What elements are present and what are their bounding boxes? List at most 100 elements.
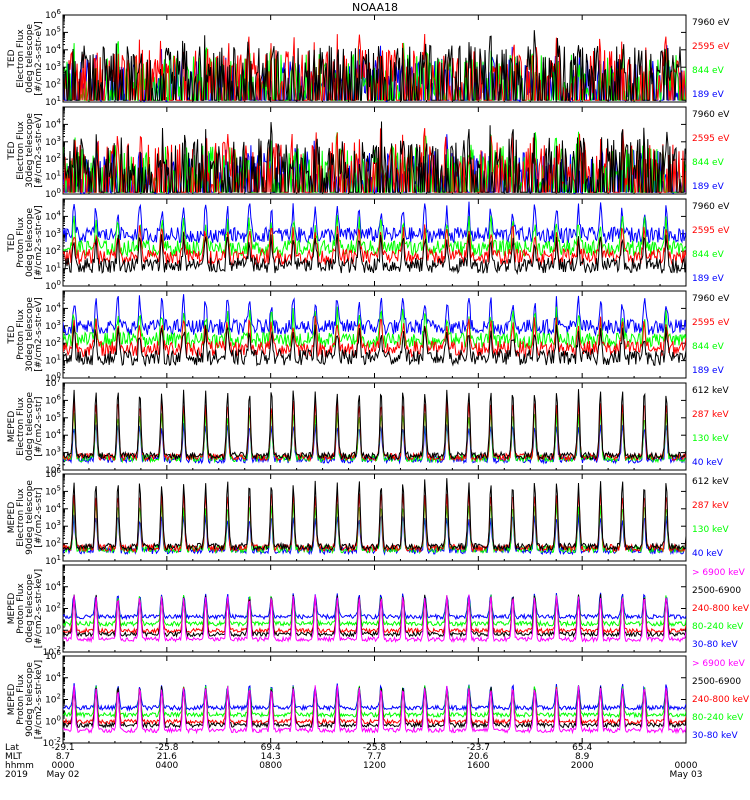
legend-entry: 130 keV <box>692 434 729 444</box>
y-tick-label: 104 <box>45 117 61 130</box>
series-line <box>63 389 686 461</box>
y-axis-label: [#/cm2-s-str-eV] <box>34 205 44 280</box>
legend-entry: 844 eV <box>692 66 725 76</box>
y-axis-label: [#/cm2-s-str] <box>34 396 44 456</box>
y-tick-label: 100 <box>45 623 61 636</box>
y-tick-label: 101 <box>45 262 61 275</box>
y-axis-label: [#/cm2-s-str] <box>34 487 44 547</box>
y-tick-label: 101 <box>45 170 61 183</box>
x-axis-row-value: 7.7 <box>367 752 381 762</box>
y-tick-label: 103 <box>45 60 61 73</box>
x-axis-row-value: 65.4 <box>572 743 592 753</box>
legend-entry: 30-80 keV <box>692 640 738 650</box>
legend-entry: 240-800 keV <box>692 604 750 614</box>
y-tick-label: 104 <box>45 428 61 441</box>
y-axis-label: 90deg telescope <box>25 480 35 555</box>
legend-entry: 844 eV <box>692 250 725 260</box>
x-axis-row-value: 0800 <box>259 761 282 771</box>
series-line <box>63 399 686 463</box>
legend-entry: 80-240 keV <box>692 622 744 632</box>
y-axis-label: TED <box>7 325 17 344</box>
y-tick-label: 104 <box>45 301 61 314</box>
series-line <box>63 294 686 337</box>
x-axis-row-value: 21.6 <box>157 752 177 762</box>
y-axis-label: [#/cm2-s-str-keV] <box>34 660 44 739</box>
legend-entry: 2500-6900 <box>692 586 741 596</box>
y-tick-label: 105 <box>45 411 61 424</box>
legend-entry: 612 keV <box>692 386 729 396</box>
y-tick-label: 105 <box>45 484 61 497</box>
x-axis-row-value: -23.7 <box>467 743 490 753</box>
y-axis-label: 0deg telescope <box>25 574 35 644</box>
x-axis-row-label: 2019 <box>5 770 28 780</box>
series-line <box>63 687 686 726</box>
legend-entry: 240-800 keV <box>692 695 750 705</box>
y-tick-label: 102 <box>45 336 61 349</box>
legend-entry: 2595 eV <box>692 42 730 52</box>
x-axis-row-value: 0400 <box>155 761 178 771</box>
y-tick-label: 104 <box>45 209 61 222</box>
y-axis-label: 30deg telescope <box>25 297 35 372</box>
y-tick-label: 103 <box>45 319 61 332</box>
y-tick-label: 106 <box>45 467 61 480</box>
y-axis-label: MEPED <box>7 593 17 625</box>
series-line <box>63 201 686 245</box>
legend-entry: 2595 eV <box>692 318 730 328</box>
series-line <box>63 224 686 267</box>
series-line <box>63 315 686 358</box>
y-axis-label: 0deg telescope <box>25 24 35 94</box>
legend-entry: 7960 eV <box>692 202 730 212</box>
x-axis-row-value: 1200 <box>363 761 386 771</box>
y-tick-label: 103 <box>45 446 61 459</box>
y-tick-label: 103 <box>45 519 61 532</box>
series-line <box>63 30 686 101</box>
legend-entry: 2595 eV <box>692 134 730 144</box>
y-tick-label: 102 <box>45 602 61 615</box>
series-line <box>63 685 686 730</box>
x-axis-row-value: 1600 <box>467 761 490 771</box>
legend-entry: 7960 eV <box>692 294 730 304</box>
series-line <box>63 478 686 552</box>
legend-entry: 287 keV <box>692 410 729 420</box>
y-axis-label: [#/cm2-s-str-keV] <box>34 569 44 648</box>
y-tick-label: 102 <box>45 693 61 706</box>
legend-entry: 189 eV <box>692 90 725 100</box>
y-tick-label: 106 <box>45 649 61 662</box>
x-axis-row-label: MLT <box>5 752 23 762</box>
y-tick-label: 103 <box>45 135 61 148</box>
series-line <box>63 592 686 621</box>
y-tick-label: 10-2 <box>43 645 61 658</box>
x-axis-row-value: May 03 <box>670 770 703 780</box>
y-axis-label: [#/cm2-s-str-eV] <box>34 297 44 372</box>
series-line <box>63 594 686 644</box>
series-line <box>63 306 686 350</box>
series-line <box>63 683 686 712</box>
x-axis-row-value: -29.1 <box>51 743 74 753</box>
y-axis-label: [#/cm2-s-str-eV] <box>34 21 44 96</box>
legend-entry: 612 keV <box>692 477 729 487</box>
y-axis-label: Proton Flux <box>16 309 26 360</box>
legend-entry: 2595 eV <box>692 226 730 236</box>
y-tick-label: 100 <box>45 714 61 727</box>
x-axis-row-value: 2000 <box>571 761 594 771</box>
y-tick-label: 107 <box>45 376 61 389</box>
y-axis-label: MEPED <box>7 502 17 534</box>
y-axis-label: Proton Flux <box>16 217 26 268</box>
y-tick-label: 101 <box>45 95 61 108</box>
legend-entry: > 6900 keV <box>692 568 746 578</box>
series-line <box>63 324 686 367</box>
y-tick-label: 104 <box>45 671 61 684</box>
legend-entry: 130 keV <box>692 525 729 535</box>
y-tick-label: 100 <box>45 187 61 200</box>
x-axis-row-value: 14.3 <box>261 752 281 762</box>
y-axis-label: 90deg telescope <box>25 662 35 737</box>
y-tick-label: 104 <box>45 43 61 56</box>
x-axis-row-value: -25.8 <box>363 743 387 753</box>
series-line <box>63 594 686 628</box>
y-tick-label: 106 <box>45 393 61 406</box>
y-axis-label: Electron Flux <box>16 29 26 88</box>
y-tick-label: 104 <box>45 580 61 593</box>
y-axis-label: Proton Flux <box>16 674 26 725</box>
legend-entry: > 6900 keV <box>692 659 746 669</box>
series-line <box>63 685 686 719</box>
